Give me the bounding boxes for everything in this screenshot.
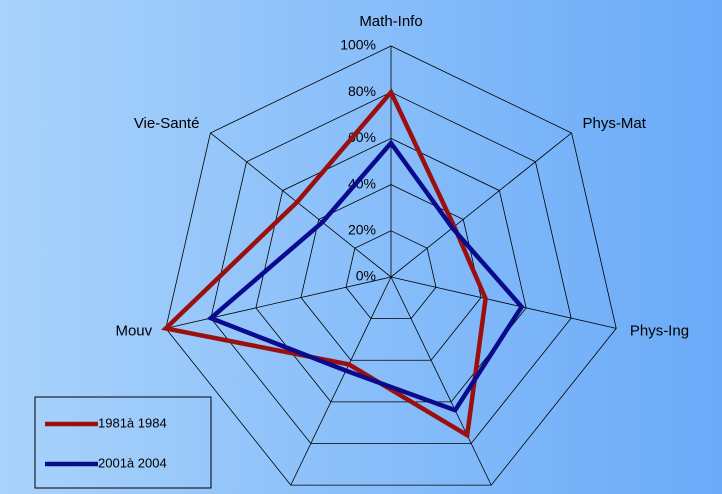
y-tick-label: 100% [340, 37, 376, 53]
legend-label: 1981à 1984 [98, 415, 167, 430]
y-tick-label: 80% [348, 83, 376, 99]
category-label: Math-Info [359, 13, 422, 30]
category-label: Phys-Ing [630, 322, 689, 339]
axis-line [290, 276, 392, 486]
axis-line [390, 132, 572, 278]
legend-label: 2001à 2004 [98, 455, 167, 470]
grid-line [165, 45, 617, 486]
category-label: Phys-Mat [583, 115, 647, 132]
grid-line [345, 230, 437, 320]
plot-area: Math-InfoPhys-MatPhys-IngEnvChimMouvVie-… [98, 13, 689, 486]
axis-line [390, 276, 492, 486]
y-tick-label: 0% [356, 268, 376, 284]
axis-line [210, 132, 392, 278]
axis-line [390, 276, 617, 329]
legend-box [34, 396, 212, 489]
grid-line [210, 91, 572, 444]
series-line [206, 139, 525, 413]
y-tick-label: 20% [348, 222, 376, 238]
grid-line [255, 137, 527, 403]
category-label: Vie-Santé [134, 115, 200, 132]
grid-line [300, 184, 482, 361]
category-label: Mouv [115, 322, 152, 339]
axis-line [165, 276, 392, 329]
